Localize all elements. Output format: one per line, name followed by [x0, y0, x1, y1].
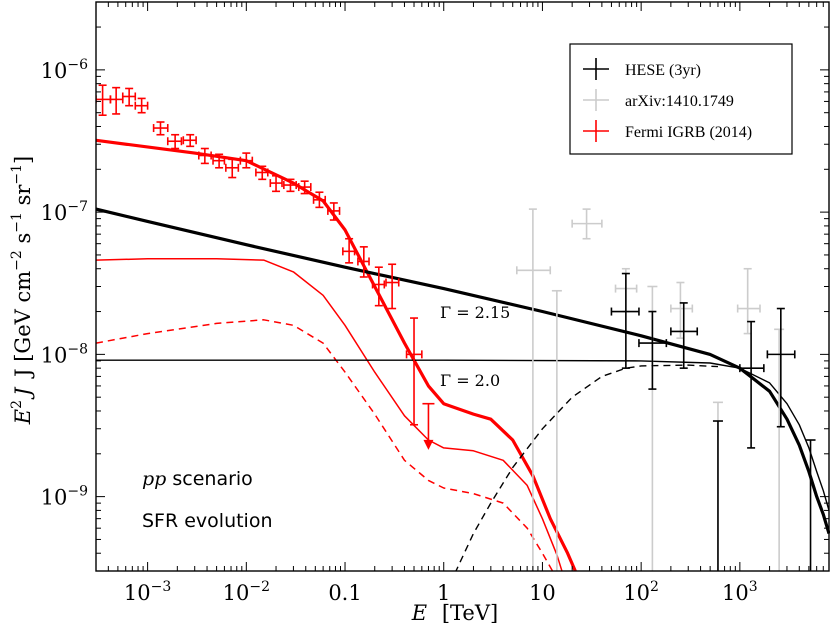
legend-label-arxiv: arXiv:1410.1749: [625, 93, 734, 110]
data-point: [134, 97, 149, 114]
data-point: [516, 208, 552, 571]
y-tick-label: 10−8: [41, 341, 88, 367]
legend-item-fermi: Fermi IGRB (2014): [583, 120, 752, 142]
annotation-evolution: SFR evolution: [142, 510, 273, 532]
legend-item-hese: HESE (3yr): [583, 58, 701, 80]
y-axis-unit-a: J [GeV cm: [11, 271, 35, 379]
x-axis-title: E [TeV]: [411, 601, 498, 625]
data-point: [342, 237, 356, 264]
data-point: [225, 158, 240, 179]
curve-black-thin: [96, 359, 830, 511]
x-tick-label: 10−2: [223, 579, 270, 605]
x-tick-label: 1: [437, 581, 450, 605]
data-point: [239, 152, 254, 169]
y-tick-label: 10−9: [41, 484, 88, 510]
data-point: [357, 246, 370, 278]
svg-text:E2J J [GeV cm−2 s−1 sr−1: E2J J [GeV cm−2 s−1 sr−1]: [9, 156, 35, 425]
data-point: [638, 310, 668, 390]
x-tick-label: 0.1: [328, 581, 361, 605]
data-point: [712, 420, 723, 571]
x-tick-label: 103: [722, 579, 758, 605]
curve-black-thick: [96, 207, 830, 535]
data-point: [670, 302, 699, 369]
data-point: [312, 191, 327, 209]
data-point: [571, 208, 603, 240]
data-point: [166, 133, 183, 150]
data-point: [371, 266, 386, 307]
y-axis-title: E2J J [GeV cm−2 s−1 sr−1]: [9, 156, 35, 425]
data-point: [422, 402, 435, 450]
x-axis-var: E: [411, 601, 427, 625]
data-point: [297, 180, 312, 195]
x-tick-label: 10: [529, 581, 556, 605]
y-tick-label: 10−7: [41, 199, 88, 225]
data-point: [255, 165, 269, 181]
legend: HESE (3yr) arXiv:1410.1749 Fermi IGRB (2…: [569, 43, 793, 155]
legend-label-hese: HESE (3yr): [625, 62, 701, 79]
data-point: [405, 317, 423, 426]
data-point: [327, 202, 341, 221]
data-point: [212, 153, 226, 169]
data-point: [197, 147, 212, 165]
x-tick-label: 102: [623, 579, 659, 605]
series-hese-3yr-: [610, 272, 816, 571]
data-point: [766, 307, 796, 428]
y-tick-label: 10−6: [41, 57, 88, 83]
curve-red-dashed: [96, 319, 554, 571]
x-axis-unit: [TeV]: [442, 601, 498, 625]
annotation-gamma-20: Γ = 2.0: [440, 371, 500, 390]
data-point: [269, 175, 283, 193]
data-point: [736, 267, 761, 335]
x-tick-label: 10−3: [124, 579, 171, 605]
legend-label-fermi: Fermi IGRB (2014): [625, 124, 752, 141]
legend-item-arxiv: arXiv:1410.1749: [583, 89, 734, 111]
data-point: [283, 178, 297, 193]
data-point: [182, 133, 197, 148]
data-point: [152, 121, 169, 136]
data-point: [739, 320, 765, 449]
data-point: [805, 439, 816, 571]
curve-black-dashed: [455, 364, 719, 571]
annotation-gamma-215: Γ = 2.15: [440, 303, 510, 322]
data-point: [121, 87, 137, 107]
data-point: [610, 272, 640, 369]
annotation-scenario: pp scenario: [142, 468, 253, 490]
series-fermi-igrb-2014-: [96, 84, 435, 450]
data-point: [774, 328, 785, 571]
data-point: [551, 289, 562, 571]
data-point: [385, 263, 400, 310]
